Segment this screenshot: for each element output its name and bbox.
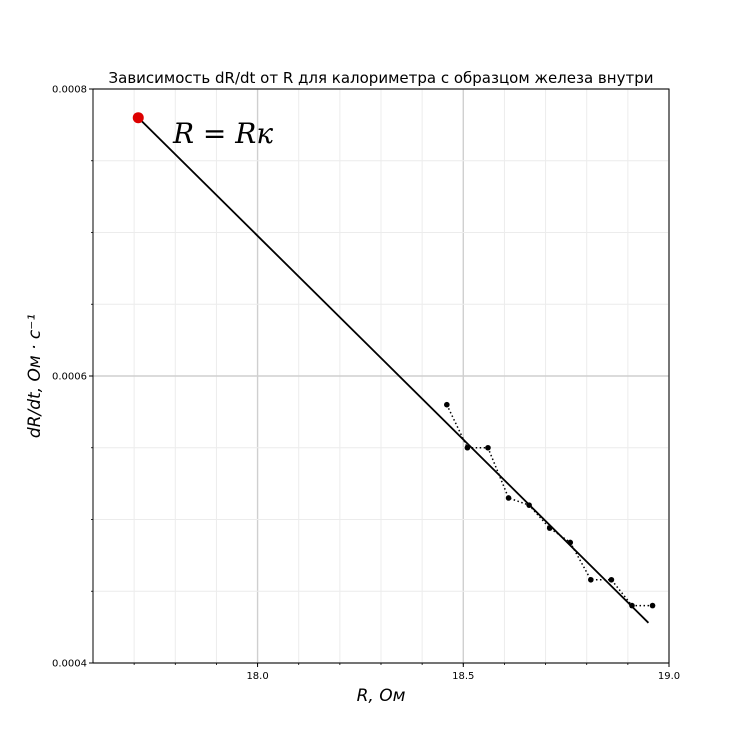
annotation-r-equals-rk: R = Rк (172, 117, 273, 150)
data-point (444, 401, 450, 408)
data-point (485, 444, 491, 451)
fit-line (137, 117, 650, 624)
y-axis-label: dR/dt, Ом · с⁻¹ (25, 314, 45, 438)
x-tick-label: 18.5 (452, 671, 474, 682)
data-point (464, 444, 471, 451)
x-tick-label: 19.0 (658, 671, 680, 682)
y-tick-label: 0.0004 (52, 659, 87, 670)
x-tick-label: 18.0 (246, 671, 268, 682)
data-series-dotted-line (446, 404, 653, 607)
y-tick-label: 0.0006 (52, 372, 87, 383)
grid (92, 88, 670, 664)
data-point (588, 576, 594, 583)
data-point (608, 576, 615, 583)
data-point (649, 602, 656, 609)
axis-ticks: 18.0 18.5 19.0 0.0004 0.0006 0.0008 (52, 85, 680, 683)
series-layer (132, 112, 656, 624)
chart-title: Зависимость dR/dt от R для калориметра с… (109, 69, 654, 87)
data-point (505, 495, 512, 501)
y-tick-label: 0.0008 (52, 85, 87, 96)
rk-highlight-point (132, 112, 144, 124)
x-axis-label: R, Ом (357, 686, 406, 706)
